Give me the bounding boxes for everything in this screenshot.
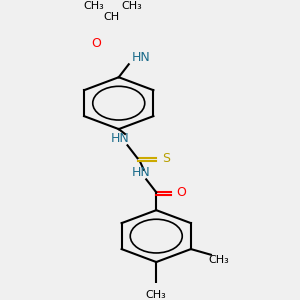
Text: O: O — [91, 37, 101, 50]
Text: CH₃: CH₃ — [208, 255, 229, 265]
Text: CH₃: CH₃ — [146, 290, 166, 300]
Text: HN: HN — [132, 51, 151, 64]
Text: O: O — [176, 186, 186, 199]
Text: CH: CH — [103, 12, 119, 22]
Text: S: S — [162, 152, 170, 165]
Text: HN: HN — [132, 166, 151, 178]
Text: CH₃: CH₃ — [121, 1, 142, 11]
Text: HN: HN — [111, 131, 129, 145]
Text: CH₃: CH₃ — [83, 1, 104, 11]
